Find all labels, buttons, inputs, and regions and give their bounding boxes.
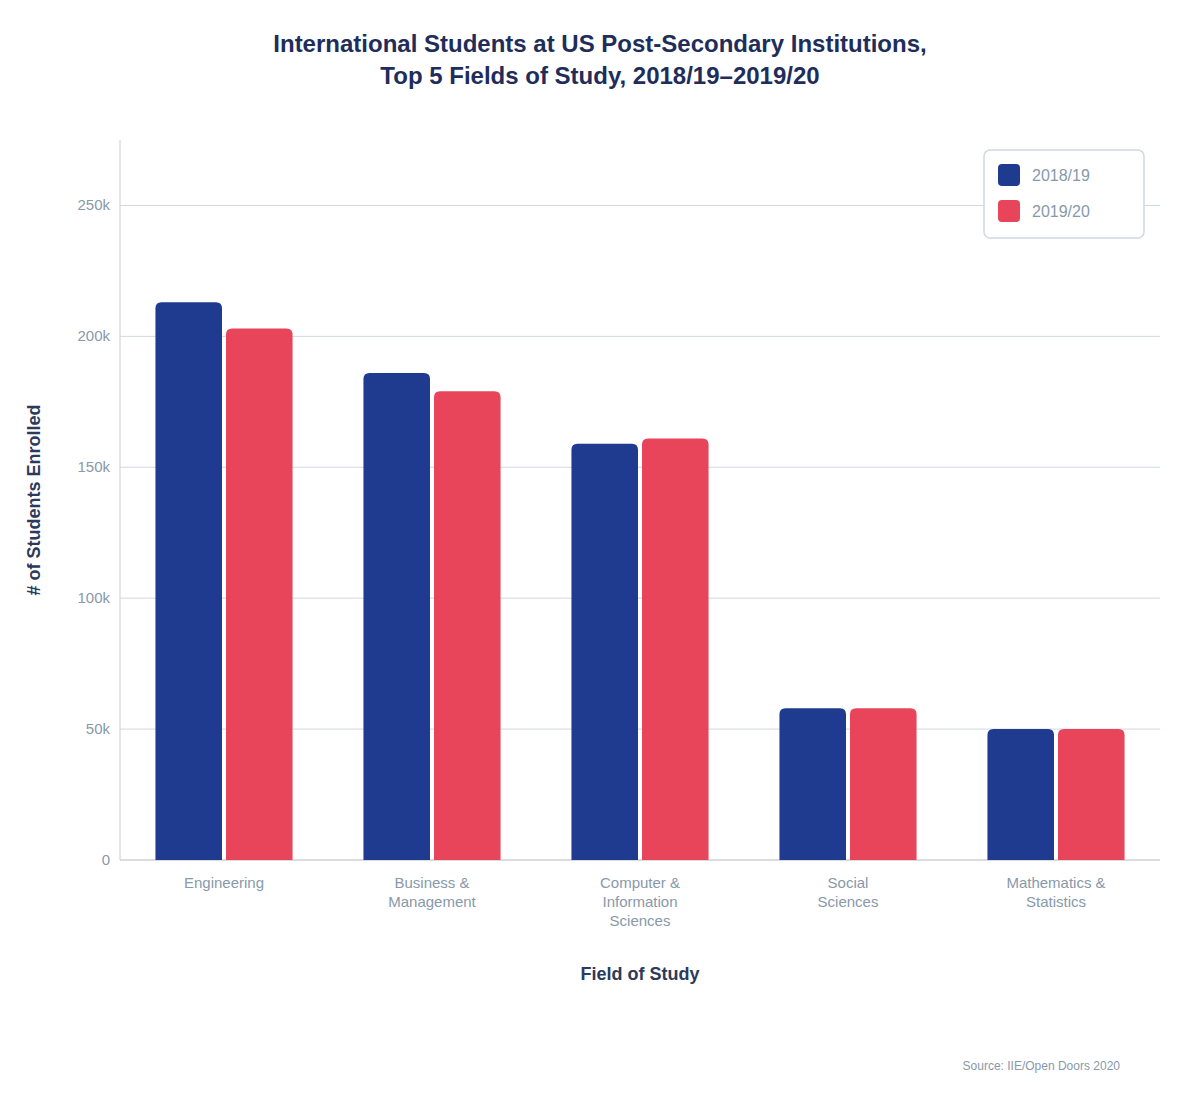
bar [642, 438, 709, 860]
y-axis-label: # of Students Enrolled [24, 404, 44, 595]
x-tick-label: Business & Management [388, 874, 476, 910]
x-ticks: Engineering Business & Management Computer … [184, 874, 1106, 929]
bar [571, 444, 638, 860]
y-tick-label: 0 [102, 851, 110, 868]
text-line: Sciences [610, 912, 671, 929]
title: International Students at US Post-Second… [273, 30, 926, 89]
chart-svg: International Students at US Post-Second… [0, 0, 1200, 1100]
grid [120, 205, 1160, 860]
y-tick-label: 100k [77, 589, 110, 606]
y-tick-label: 200k [77, 327, 110, 344]
text-line: Management [388, 893, 476, 910]
legend-box [984, 150, 1144, 238]
y-axis-line [120, 140, 121, 860]
bar [850, 708, 917, 860]
legend: 2018/19 2019/20 [984, 150, 1144, 238]
bar [1058, 729, 1125, 860]
bar [434, 391, 501, 860]
x-tick-label: Social Sciences [818, 874, 879, 910]
text-line: Business & [394, 874, 469, 891]
text-line: Engineering [184, 874, 264, 891]
bar [363, 373, 430, 860]
legend-swatch [998, 200, 1020, 222]
y-tick-label: 150k [77, 458, 110, 475]
x-axis-label: Field of Study [581, 964, 700, 984]
y-ticks: 0 50k 100k 150k 200k 250k [77, 196, 110, 868]
y-tick-label: 50k [86, 720, 111, 737]
x-tick-label: Mathematics & Statistics [1006, 874, 1105, 910]
legend-label: 2018/19 [1032, 167, 1090, 184]
x-tick-label: Engineering [184, 874, 264, 891]
text-line: Information [602, 893, 677, 910]
bar [779, 708, 846, 860]
text-line: Social [828, 874, 869, 891]
x-tick-label: Computer & Information Sciences [600, 874, 680, 929]
text-line: Sciences [818, 893, 879, 910]
text-line: International Students at US Post-Second… [273, 30, 926, 57]
source-note: Source: IIE/Open Doors 2020 [963, 1059, 1121, 1073]
text-line: Mathematics & [1006, 874, 1105, 891]
text-line: Computer & [600, 874, 680, 891]
bar [226, 329, 293, 860]
page: {"chart_data": { "type": "bar", "title":… [0, 0, 1200, 1100]
legend-swatch [998, 164, 1020, 186]
chart-container: International Students at US Post-Second… [0, 0, 1200, 1100]
text-line: Top 5 Fields of Study, 2018/19–2019/20 [380, 62, 819, 89]
legend-label: 2019/20 [1032, 203, 1090, 220]
bar [987, 729, 1054, 860]
text-line: Statistics [1026, 893, 1086, 910]
bar [155, 302, 222, 860]
bars [155, 302, 1124, 860]
y-tick-label: 250k [77, 196, 110, 213]
